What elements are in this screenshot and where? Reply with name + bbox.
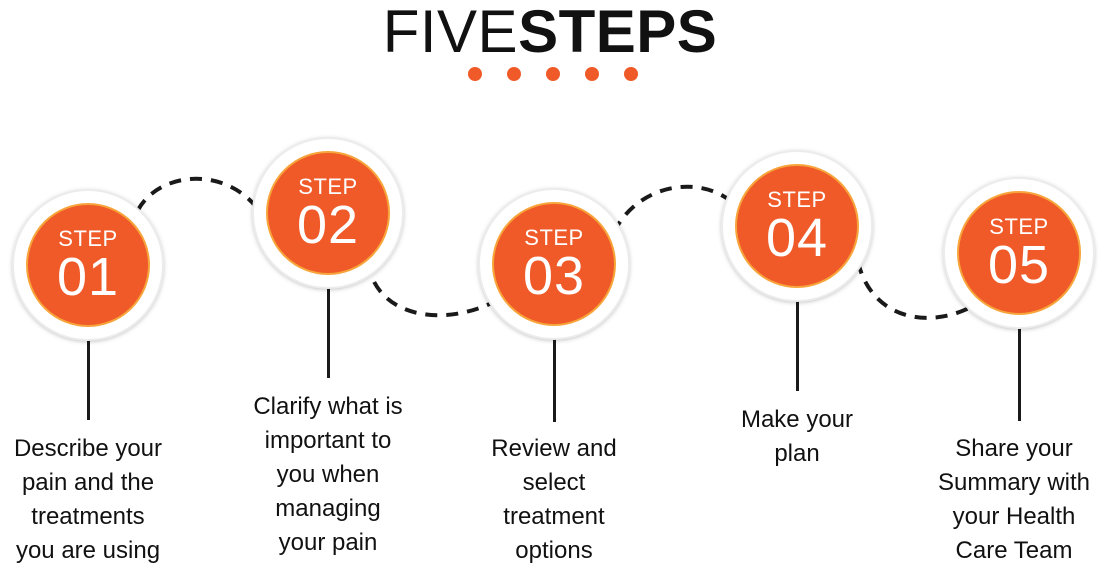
step-3-label: STEP xyxy=(524,225,584,250)
title-five: FIVE xyxy=(382,0,519,65)
step-1-desc-line-2: pain and the xyxy=(21,469,155,496)
step-5-stem xyxy=(1017,323,1021,421)
step-4-description: Make your plan xyxy=(697,403,897,471)
step-4-label: STEP xyxy=(767,187,827,212)
step-2-desc-line-3: you when xyxy=(276,461,380,488)
step-1-desc-line-4: you are using xyxy=(15,537,161,564)
step-4-desc-line-1: Make your xyxy=(740,406,854,433)
step-2-number: 02 xyxy=(296,195,360,255)
step-4-desc-line-2: plan xyxy=(774,440,820,467)
step-5-badge: STEP 05 xyxy=(957,191,1081,315)
step-4-stem xyxy=(795,296,799,391)
step-3-desc-line-1: Review and xyxy=(491,435,617,462)
step-5-desc-line-2: Summary with xyxy=(937,469,1091,496)
step-5-label: STEP xyxy=(989,214,1049,239)
step-3-stem xyxy=(552,334,556,422)
step-2-desc-line-4: managing xyxy=(275,495,381,522)
step-3-description: Review and select treatment options xyxy=(454,432,654,568)
connector-4-5 xyxy=(856,261,976,320)
step-2-desc-line-1: Clarify what is xyxy=(253,393,403,420)
step-5-number: 05 xyxy=(987,235,1051,295)
step-3-desc-line-4: options xyxy=(515,537,593,564)
step-1-desc-line-3: treatments xyxy=(31,503,145,530)
step-3-desc-line-2: select xyxy=(522,469,586,496)
step-2-label: STEP xyxy=(298,174,358,199)
page-title: FIVESTEPS xyxy=(0,0,1100,68)
dot-4 xyxy=(585,67,599,81)
step-3-number: 03 xyxy=(522,246,586,306)
step-2-description: Clarify what is important to you when ma… xyxy=(228,390,428,560)
step-2-desc-line-5: your pain xyxy=(278,529,378,556)
step-1-number: 01 xyxy=(56,247,120,307)
step-3-desc-line-3: treatment xyxy=(503,503,605,530)
step-5-desc-line-4: Care Team xyxy=(955,537,1073,564)
step-3-badge: STEP 03 xyxy=(492,202,616,326)
dot-1 xyxy=(468,67,482,81)
step-1-badge: STEP 01 xyxy=(26,203,150,327)
step-1-label: STEP xyxy=(58,226,118,251)
step-5-desc-line-3: your Health xyxy=(952,503,1076,530)
step-4-badge: STEP 04 xyxy=(735,164,859,288)
dot-5 xyxy=(624,67,638,81)
step-4-number: 04 xyxy=(765,208,829,268)
step-1-stem xyxy=(86,335,90,420)
step-1-description: Describe your pain and the treatments yo… xyxy=(0,432,188,568)
dot-2 xyxy=(507,67,521,81)
step-2-badge: STEP 02 xyxy=(266,151,390,275)
step-2-stem xyxy=(326,283,330,378)
title-steps: STEPS xyxy=(518,0,718,65)
connector-2-3 xyxy=(366,261,499,318)
step-5-description: Share your Summary with your Health Care… xyxy=(919,432,1109,568)
step-2-desc-line-2: important to xyxy=(264,427,392,454)
step-1-desc-line-1: Describe your xyxy=(13,435,163,462)
step-5-desc-line-1: Share your xyxy=(955,435,1073,462)
dot-3 xyxy=(546,67,560,81)
connector-1-2 xyxy=(136,176,264,217)
